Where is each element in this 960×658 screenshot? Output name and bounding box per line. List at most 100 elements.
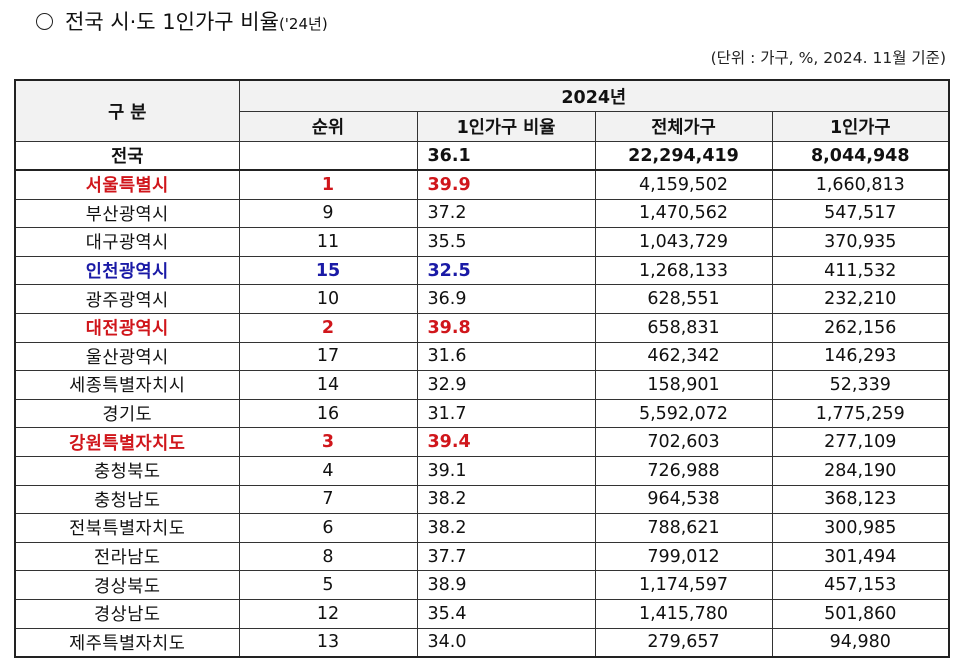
cell-total-households: 702,603 bbox=[594, 427, 773, 457]
table-row: 인천광역시 15 32.5 1,268,133 411,532 bbox=[14, 255, 950, 286]
table-row-national-total: 전국 36.1 22,294,419 8,044,948 bbox=[14, 141, 950, 171]
cell-total-households: 628,551 bbox=[594, 284, 773, 314]
cell-total-households: 658,831 bbox=[594, 312, 773, 343]
cell-total-households: 4,159,502 bbox=[594, 169, 773, 200]
cell-single-households: 1,775,259 bbox=[771, 398, 950, 429]
title-text: 전국 시·도 1인가구 비율 bbox=[65, 10, 279, 34]
title-year-suffix: ('24년) bbox=[278, 15, 328, 33]
cell-single-households: 300,985 bbox=[771, 513, 950, 543]
cell-rank: 11 bbox=[238, 227, 418, 257]
cell-single-households: 368,123 bbox=[771, 484, 950, 515]
cell-rank: 2 bbox=[238, 312, 418, 343]
cell-total-households: 5,592,072 bbox=[594, 398, 773, 429]
cell-rank: 17 bbox=[238, 341, 418, 372]
cell-single-households: 94,980 bbox=[771, 627, 950, 658]
cell-rank: 5 bbox=[238, 570, 418, 600]
cell-rank: 8 bbox=[238, 541, 418, 572]
unit-note: (단위 : 가구, %, 2024. 11월 기준) bbox=[710, 49, 946, 67]
header-rank: 순위 bbox=[238, 111, 418, 142]
cell-total-households: 1,415,780 bbox=[594, 598, 773, 629]
cell-region: 대구광역시 bbox=[14, 227, 240, 257]
cell-rank: 13 bbox=[238, 627, 418, 658]
cell-region: 서울특별시 bbox=[14, 169, 240, 200]
cell-total-households: 1,268,133 bbox=[594, 255, 773, 286]
cell-region: 인천광역시 bbox=[14, 255, 240, 286]
cell-single-households: 52,339 bbox=[771, 370, 950, 400]
cell-rank: 3 bbox=[238, 427, 418, 457]
circle-bullet-icon bbox=[36, 13, 53, 30]
header-total-households: 전체가구 bbox=[594, 111, 773, 142]
table-row: 충청북도 4 39.1 726,988 284,190 bbox=[14, 455, 950, 486]
cell-rank bbox=[238, 141, 418, 171]
cell-rank: 10 bbox=[238, 284, 418, 314]
cell-rank: 7 bbox=[238, 484, 418, 515]
cell-single-households: 411,532 bbox=[771, 255, 950, 286]
table-row: 세종특별자치시 14 32.9 158,901 52,339 bbox=[14, 370, 950, 400]
table-row: 대구광역시 11 35.5 1,043,729 370,935 bbox=[14, 227, 950, 257]
cell-total-households: 22,294,419 bbox=[594, 141, 773, 171]
table-row: 서울특별시 1 39.9 4,159,502 1,660,813 bbox=[14, 169, 950, 200]
table-row: 강원특별자치도 3 39.4 702,603 277,109 bbox=[14, 427, 950, 457]
cell-rank: 14 bbox=[238, 370, 418, 400]
cell-region: 충청북도 bbox=[14, 455, 240, 486]
cell-total-households: 726,988 bbox=[594, 455, 773, 486]
cell-ratio: 37.2 bbox=[416, 198, 596, 229]
header-row-columns: 순위 1인가구 비율 전체가구 1인가구 bbox=[15, 111, 950, 142]
table-row: 대전광역시 2 39.8 658,831 262,156 bbox=[14, 312, 950, 343]
cell-ratio: 35.5 bbox=[416, 227, 596, 257]
cell-single-households: 146,293 bbox=[771, 341, 950, 372]
cell-ratio: 39.9 bbox=[416, 169, 596, 200]
cell-region: 제주특별자치도 bbox=[14, 627, 240, 658]
cell-single-households: 232,210 bbox=[771, 284, 950, 314]
table-row: 경상남도 12 35.4 1,415,780 501,860 bbox=[14, 598, 950, 629]
cell-ratio: 36.9 bbox=[416, 284, 596, 314]
cell-total-households: 799,012 bbox=[594, 541, 773, 572]
cell-region: 세종특별자치시 bbox=[14, 370, 240, 400]
cell-single-households: 547,517 bbox=[771, 198, 950, 229]
cell-ratio: 38.2 bbox=[416, 484, 596, 515]
cell-ratio: 32.9 bbox=[416, 370, 596, 400]
cell-rank: 15 bbox=[238, 255, 418, 286]
cell-region: 전북특별자치도 bbox=[14, 513, 240, 543]
table-row: 광주광역시 10 36.9 628,551 232,210 bbox=[14, 284, 950, 314]
cell-single-households: 370,935 bbox=[771, 227, 950, 257]
cell-single-households: 301,494 bbox=[771, 541, 950, 572]
table-row: 전라남도 8 37.7 799,012 301,494 bbox=[14, 541, 950, 572]
cell-total-households: 279,657 bbox=[594, 627, 773, 658]
header-category: 구 분 bbox=[14, 79, 240, 142]
cell-ratio: 38.2 bbox=[416, 513, 596, 543]
header-year-group: 2024년 bbox=[238, 79, 950, 112]
header-row-year: 구 분 2024년 bbox=[14, 79, 950, 142]
cell-region: 전라남도 bbox=[14, 541, 240, 572]
single-household-ratio-table: 구 분 2024년 순위 1인가구 비율 전체가구 1인가구 전국 36.1 2… bbox=[14, 79, 950, 658]
table-row: 부산광역시 9 37.2 1,470,562 547,517 bbox=[14, 198, 950, 229]
cell-ratio: 39.4 bbox=[416, 427, 596, 457]
cell-region: 광주광역시 bbox=[14, 284, 240, 314]
cell-ratio: 38.9 bbox=[416, 570, 596, 600]
cell-total-households: 462,342 bbox=[594, 341, 773, 372]
cell-rank: 4 bbox=[238, 455, 418, 486]
table-row: 경기도 16 31.7 5,592,072 1,775,259 bbox=[14, 398, 950, 429]
cell-ratio: 32.5 bbox=[416, 255, 596, 286]
cell-single-households: 8,044,948 bbox=[771, 141, 950, 171]
cell-ratio: 37.7 bbox=[416, 541, 596, 572]
header-single-households: 1인가구 bbox=[771, 111, 950, 142]
cell-region: 울산광역시 bbox=[14, 341, 240, 372]
cell-total-households: 788,621 bbox=[594, 513, 773, 543]
cell-single-households: 501,860 bbox=[771, 598, 950, 629]
cell-region: 부산광역시 bbox=[14, 198, 240, 229]
cell-region: 전국 bbox=[14, 141, 240, 171]
table-row: 경상북도 5 38.9 1,174,597 457,153 bbox=[14, 570, 950, 600]
header-ratio: 1인가구 비율 bbox=[416, 111, 596, 142]
cell-region: 경상북도 bbox=[14, 570, 240, 600]
cell-ratio: 31.7 bbox=[416, 398, 596, 429]
cell-region: 경상남도 bbox=[14, 598, 240, 629]
cell-single-households: 277,109 bbox=[771, 427, 950, 457]
document-title: 전국 시·도 1인가구 비율('24년) bbox=[36, 6, 328, 36]
cell-rank: 6 bbox=[238, 513, 418, 543]
cell-ratio: 31.6 bbox=[416, 341, 596, 372]
cell-region: 대전광역시 bbox=[14, 312, 240, 343]
table-row: 전북특별자치도 6 38.2 788,621 300,985 bbox=[14, 513, 950, 543]
cell-ratio: 36.1 bbox=[416, 141, 596, 171]
cell-rank: 16 bbox=[238, 398, 418, 429]
